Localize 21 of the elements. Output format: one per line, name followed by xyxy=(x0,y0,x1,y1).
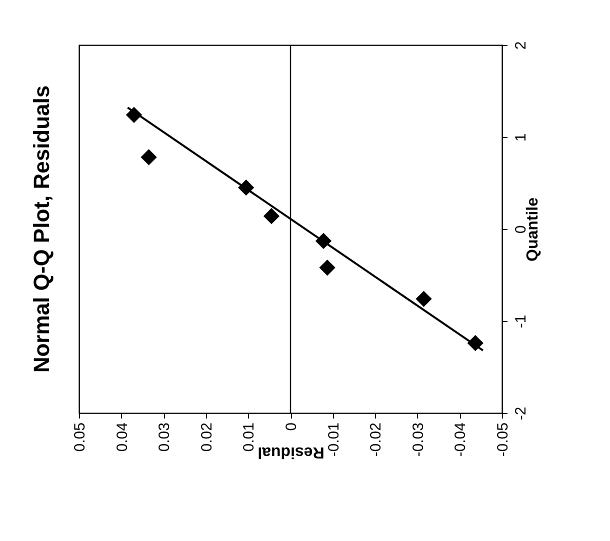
x-tick-label: 0.01 xyxy=(240,422,258,452)
point xyxy=(263,208,280,224)
x-tick-label: -0.05 xyxy=(494,422,512,457)
x-tick-label: -0.03 xyxy=(410,422,427,457)
x-tick-label: 0.02 xyxy=(198,422,216,452)
y-tick-label: 1 xyxy=(512,133,530,142)
x-tick-label: -0.01 xyxy=(325,422,342,457)
x-tick-label: 0.04 xyxy=(114,422,131,452)
x-tick-label: -0.04 xyxy=(452,422,470,457)
x-tick-label: 0 xyxy=(283,422,300,431)
y-tick-label: 2 xyxy=(512,41,530,50)
text: Normal Q-Q Plot, Residuals xyxy=(29,85,54,373)
point xyxy=(319,260,336,276)
point xyxy=(140,149,157,166)
x-axis-title: Residual xyxy=(258,444,324,461)
y-tick-label: -1 xyxy=(512,314,530,328)
x-tick-label: -0.02 xyxy=(368,422,385,457)
point xyxy=(416,290,432,307)
x-tick-label: 0.05 xyxy=(72,422,88,452)
y-tick-label: -2 xyxy=(512,406,530,420)
x-tick-label: 0.03 xyxy=(156,422,174,452)
